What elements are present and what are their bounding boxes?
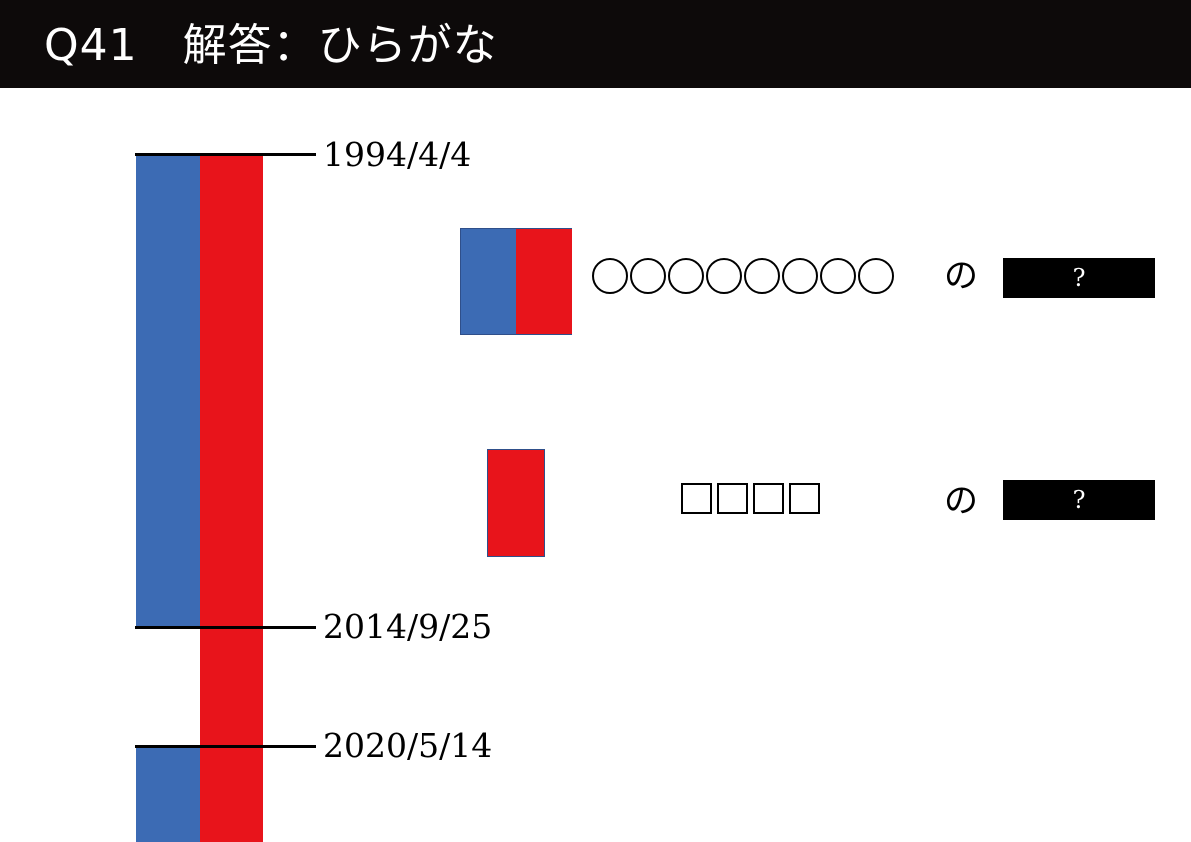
square-placeholder bbox=[717, 483, 748, 514]
date-label-3: 2020/5/14 bbox=[323, 726, 493, 765]
circle-placeholder bbox=[858, 258, 894, 294]
page-title: Q41 解答：ひらがな bbox=[44, 20, 498, 71]
timeline-marker-1 bbox=[135, 153, 316, 156]
header-bar: Q41 解答：ひらがな bbox=[0, 0, 1191, 88]
particle-no-1: の bbox=[944, 256, 978, 296]
answer-squares bbox=[681, 483, 820, 515]
timeline-marker-2 bbox=[135, 626, 316, 629]
circle-placeholder bbox=[782, 258, 818, 294]
circle-placeholder bbox=[744, 258, 780, 294]
blue-bar-bottom bbox=[136, 747, 200, 842]
legend-swatch-red bbox=[516, 229, 572, 334]
answer-circles bbox=[592, 258, 894, 296]
red-bar bbox=[200, 155, 263, 842]
answer-box-1: ? bbox=[1003, 258, 1155, 298]
circle-placeholder bbox=[630, 258, 666, 294]
square-placeholder bbox=[789, 483, 820, 514]
square-placeholder bbox=[753, 483, 784, 514]
circle-placeholder bbox=[706, 258, 742, 294]
circle-placeholder bbox=[820, 258, 856, 294]
legend-swatch-blue bbox=[461, 229, 516, 334]
date-label-2: 2014/9/25 bbox=[323, 607, 493, 646]
answer-box-2: ? bbox=[1003, 480, 1155, 520]
legend-swatch-red-only bbox=[487, 449, 545, 557]
blue-bar-top bbox=[136, 155, 200, 628]
date-label-1: 1994/4/4 bbox=[323, 135, 472, 174]
square-placeholder bbox=[681, 483, 712, 514]
particle-no-2: の bbox=[944, 481, 978, 521]
legend-swatch-blue-red bbox=[460, 228, 572, 335]
circle-placeholder bbox=[592, 258, 628, 294]
timeline-marker-3 bbox=[135, 745, 316, 748]
circle-placeholder bbox=[668, 258, 704, 294]
